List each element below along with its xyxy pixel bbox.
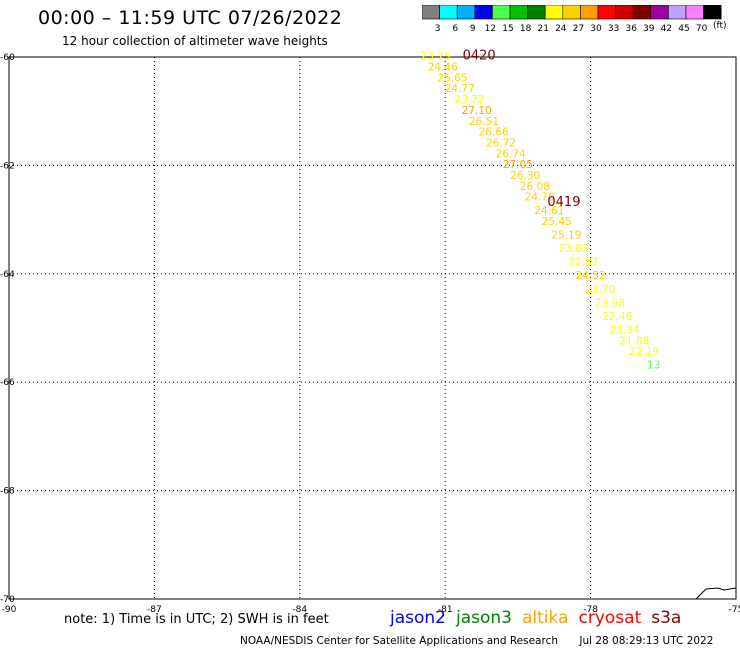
colorbar-label: 12 xyxy=(485,24,496,34)
wave-height-value: 24.77 xyxy=(445,83,475,95)
colorbar-label: 18 xyxy=(520,24,532,34)
wave-height-value: 24.70 xyxy=(525,192,555,204)
y-tick-label: -64 xyxy=(0,270,15,280)
wave-height-value: 23.34 xyxy=(609,324,639,336)
wave-height-value: 23.82 xyxy=(559,243,589,255)
wave-height-value: 23.98 xyxy=(595,297,625,309)
pass-time-label: 0420 xyxy=(463,49,496,64)
colorbar-label: 39 xyxy=(643,24,655,34)
wave-height-value: 21.88 xyxy=(619,335,649,347)
coastline xyxy=(695,587,737,600)
colorbar-swatch xyxy=(703,5,722,20)
colorbar-label: 27 xyxy=(573,24,584,34)
colorbar-label: 6 xyxy=(452,24,458,34)
y-tick-label: -68 xyxy=(0,487,15,497)
wave-height-value: 26.08 xyxy=(520,181,550,193)
colorbar-label: 9 xyxy=(470,24,476,34)
wave-height-value: 23.72 xyxy=(454,94,484,106)
colorbar-label: 3 xyxy=(435,24,441,34)
note-text: note: 1) Time is in UTC; 2) SWH is in fe… xyxy=(64,612,329,627)
wave-height-value: 22.19 xyxy=(629,346,659,358)
x-tick-label: -78 xyxy=(583,605,598,615)
x-tick-label: -81 xyxy=(438,605,453,615)
colorbar-label: 21 xyxy=(537,24,548,34)
y-tick-label: -62 xyxy=(0,161,15,171)
colorbar-label: 70 xyxy=(696,24,708,34)
x-tick-label: -84 xyxy=(292,605,307,615)
satellite-cryosat: cryosat xyxy=(578,608,642,628)
wave-height-value: 13 xyxy=(647,360,660,372)
satellite-jason3: jason3 xyxy=(456,608,512,628)
footer: NOAA/NESDIS Center for Satellite Applica… xyxy=(240,635,731,647)
wave-height-value: 26.51 xyxy=(469,116,499,128)
colorbar-label: 33 xyxy=(608,24,619,34)
colorbar-label: 24 xyxy=(555,24,567,34)
satellite-altika: altika xyxy=(522,608,569,628)
x-tick-label: -87 xyxy=(147,605,162,615)
wave-height-value: 24.46 xyxy=(428,62,458,74)
footer-credit: NOAA/NESDIS Center for Satellite Applica… xyxy=(240,635,558,647)
wave-height-value: 27.10 xyxy=(462,105,492,117)
x-tick-label: -90 xyxy=(2,605,17,615)
wave-height-value: 25.19 xyxy=(551,230,581,242)
wave-height-value: 22.46 xyxy=(602,311,632,323)
colorbar-label: 15 xyxy=(502,24,513,34)
y-tick-label: -70 xyxy=(0,595,15,605)
wave-height-value: 26.74 xyxy=(496,148,526,160)
colorbar-label: 30 xyxy=(590,24,602,34)
satellite-legend: jason2 jason3 altika cryosat s3a xyxy=(390,608,691,628)
y-tick-label: -66 xyxy=(0,378,15,388)
page-subtitle: 12 hour collection of altimeter wave hei… xyxy=(62,34,328,48)
satellite-s3a: s3a xyxy=(651,608,682,628)
y-tick-label: -60 xyxy=(0,53,15,63)
colorbar-label: 45 xyxy=(678,24,689,34)
color-scale-legend: 3 6 9 12 15 18 21 24 27 30 33 36 39 42 45 70 xyxy=(422,5,722,34)
wave-height-value: 26.72 xyxy=(486,137,516,149)
wave-height-value: 25.65 xyxy=(437,72,467,84)
wave-height-value: 25.45 xyxy=(542,216,572,228)
wave-height-value: 26.66 xyxy=(479,127,509,139)
plot-frame xyxy=(8,56,737,600)
colorbar-label: 36 xyxy=(625,24,637,34)
color-scale-units: (ft) xyxy=(713,21,727,31)
wave-height-value: 26.30 xyxy=(510,170,540,182)
wave-height-value: 23.70 xyxy=(585,284,615,296)
footer-timestamp: Jul 28 08:29:13 UTC 2022 xyxy=(579,635,714,647)
wave-height-value: 24.52 xyxy=(576,270,606,282)
page-title: 00:00 – 11:59 UTC 07/26/2022 xyxy=(38,7,343,29)
pass-time-label: 0419 xyxy=(547,195,580,210)
wave-height-value: 24.61 xyxy=(534,205,564,217)
wave-height-value: 27.05 xyxy=(503,159,533,171)
x-tick-label: -75 xyxy=(729,605,740,615)
wave-height-value: 22.87 xyxy=(568,257,598,269)
satellite-jason2: jason2 xyxy=(390,608,446,628)
colorbar-label: 42 xyxy=(661,24,672,34)
wave-height-value: 23.75 xyxy=(420,51,450,63)
